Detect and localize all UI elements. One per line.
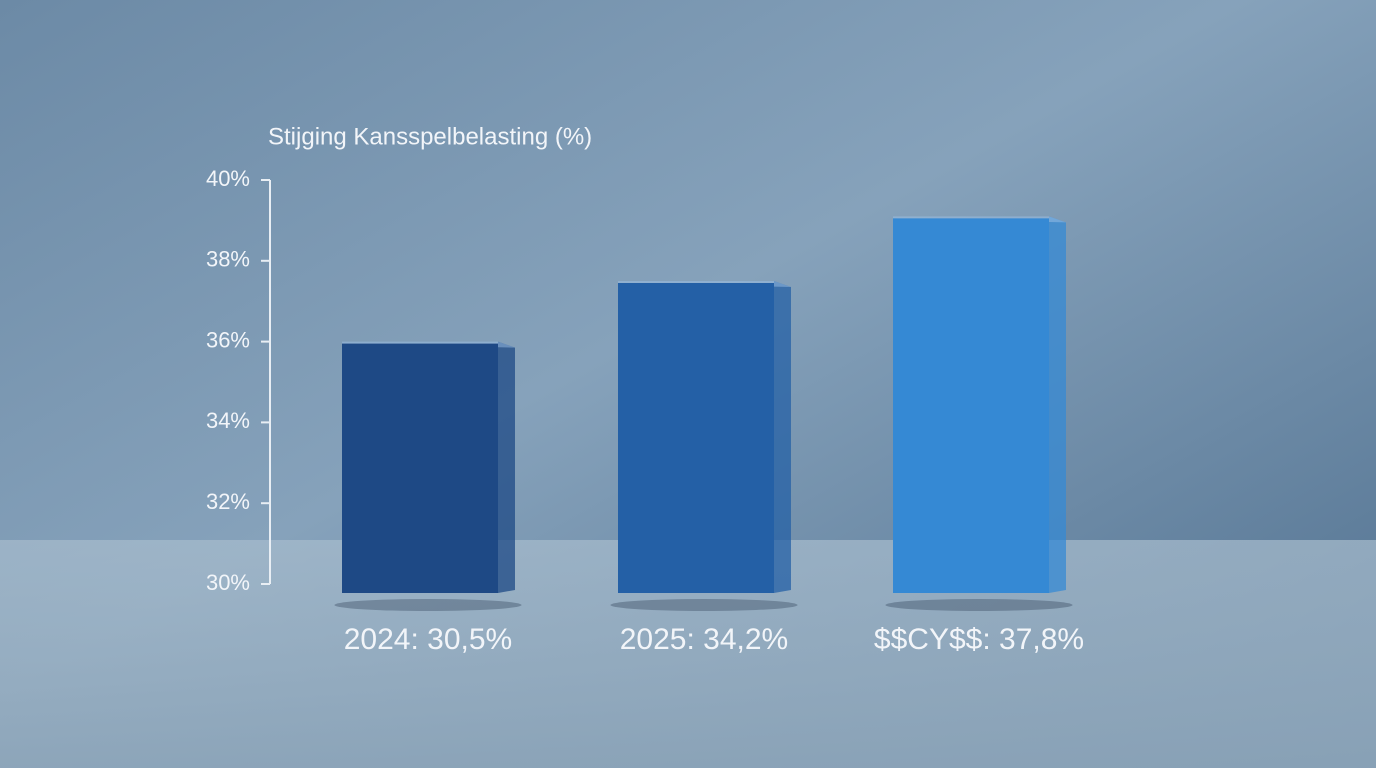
y-tick-label: 36%	[206, 327, 250, 352]
bar-side	[498, 341, 515, 593]
bar-shadow	[610, 599, 798, 611]
x-tick-label: 2024: 30,5%	[344, 623, 512, 656]
bar-shadow	[334, 599, 522, 611]
bar-front	[893, 218, 1049, 594]
bar	[893, 216, 1066, 594]
y-tick-label: 30%	[206, 570, 250, 595]
y-tick-label: 32%	[206, 489, 250, 514]
bar	[342, 341, 515, 593]
y-tick-label: 40%	[206, 166, 250, 191]
bar-front	[342, 343, 498, 593]
x-tick-label: 2025: 34,2%	[620, 623, 788, 656]
bar-side	[1049, 216, 1066, 594]
bar-front	[618, 283, 774, 593]
bar-side	[774, 281, 791, 593]
y-tick-label: 34%	[206, 408, 250, 433]
y-tick-label: 38%	[206, 247, 250, 272]
bar	[618, 281, 791, 593]
chart-title: Stijging Kansspelbelasting (%)	[268, 123, 592, 150]
bar-shadow	[885, 599, 1073, 611]
x-tick-label: $$CY$$: 37,8%	[874, 623, 1084, 656]
